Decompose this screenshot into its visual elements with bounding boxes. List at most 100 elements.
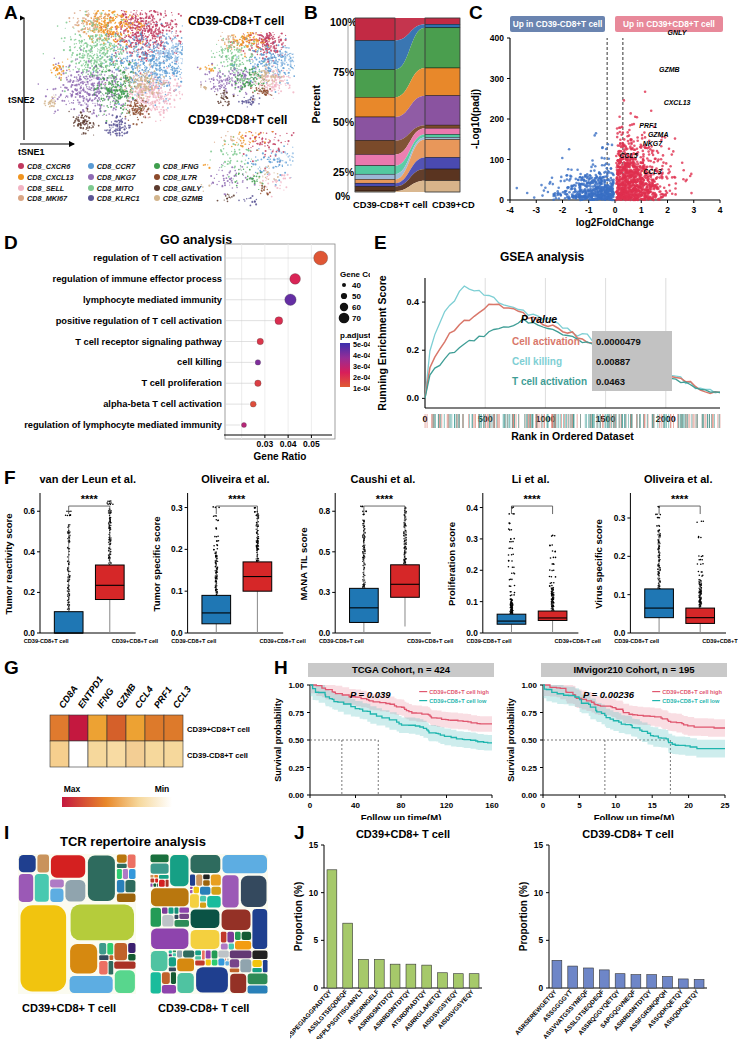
svg-text:CD39-CD8+T cell: CD39-CD8+T cell [187,751,248,760]
svg-text:0.50: 0.50 [521,736,537,745]
svg-text:CD39+CD8+T cell: CD39+CD8+T cell [112,638,159,644]
svg-text:T cell receptor signaling path: T cell receptor signaling pathway [75,337,223,347]
svg-text:-3: -3 [532,205,540,215]
svg-text:0.2: 0.2 [466,565,478,575]
svg-text:Oliveira et al.: Oliveira et al. [644,473,712,485]
svg-text:****: **** [671,493,689,505]
svg-text:regulation of T cell activatio: regulation of T cell activation [93,253,222,263]
svg-text:CD39+CD8+ T cell: CD39+CD8+ T cell [356,828,450,840]
svg-text:0.00: 0.00 [288,791,304,800]
svg-text:10: 10 [534,888,544,898]
svg-text:0.00887: 0.00887 [596,356,630,367]
svg-text:Oliveira et al.: Oliveira et al. [201,473,269,485]
svg-text:3e-04: 3e-04 [353,362,370,371]
svg-text:CD39+CD8+T cell: CD39+CD8+T cell [187,725,250,734]
svg-text:5: 5 [313,935,318,945]
svg-text:NKG7: NKG7 [643,140,664,147]
svg-text:0.4: 0.4 [466,503,478,513]
svg-text:2000: 2000 [656,414,676,424]
svg-text:5e-04: 5e-04 [353,340,370,349]
svg-text:0.50: 0.50 [288,736,304,745]
svg-text:Proliferation score: Proliferation score [446,522,457,606]
svg-text:0: 0 [541,801,546,810]
svg-text:IMvigor210 Cohort, n = 195: IMvigor210 Cohort, n = 195 [573,664,695,675]
svg-text:10: 10 [611,801,620,810]
svg-text:60: 60 [352,303,361,312]
svg-text:PRF1: PRF1 [639,122,657,129]
svg-text:4e-04: 4e-04 [353,351,370,360]
svg-text:CD39-CD8+T cell: CD39-CD8+T cell [24,638,69,644]
svg-text:0.3: 0.3 [614,513,626,523]
svg-text:CD39-CD8+T cell: CD39-CD8+T cell [171,638,216,644]
svg-text:0.5: 0.5 [319,547,331,557]
svg-text:MANA TIL score: MANA TIL score [298,528,309,601]
svg-text:Tumor specific score: Tumor specific score [151,517,162,612]
svg-text:80: 80 [397,801,406,810]
svg-text:0.3: 0.3 [319,587,331,597]
svg-text:0.03: 0.03 [257,439,274,449]
svg-text:0.0: 0.0 [171,628,183,638]
svg-text:Survival probability: Survival probability [506,698,516,782]
svg-text:Survival probability: Survival probability [273,698,283,782]
svg-text:0.3: 0.3 [171,503,183,513]
svg-text:0.1: 0.1 [171,586,183,596]
svg-text:GNLY: GNLY [668,29,688,36]
svg-text:0.25: 0.25 [288,764,304,773]
svg-text:Tumor reactivity score: Tumor reactivity score [3,513,14,614]
svg-text:40: 40 [351,801,360,810]
svg-text:CD39+CD8+T cell: CD39+CD8+T cell [259,638,306,644]
svg-text:****: **** [523,493,541,505]
svg-text:P = 0.00236: P = 0.00236 [583,689,635,700]
svg-text:400: 400 [490,33,504,43]
svg-text:****: **** [376,493,394,505]
svg-text:log2FoldChange: log2FoldChange [576,217,655,228]
svg-text:CD39-CD8+T cell: CD39-CD8+T cell [614,638,659,644]
svg-text:****: **** [81,493,99,505]
svg-text:0.1: 0.1 [614,590,626,600]
svg-text:0.0: 0.0 [406,393,419,403]
svg-text:0.0: 0.0 [23,628,35,638]
svg-text:CD39-CD8+T cell: CD39-CD8+T cell [467,638,512,644]
svg-text:0.04: 0.04 [280,439,297,449]
svg-text:0.05: 0.05 [303,439,320,449]
svg-text:Virus specific score: Virus specific score [593,519,604,609]
svg-text:CCL3: CCL3 [643,168,661,175]
svg-text:CD39-CD8+ T cell: CD39-CD8+ T cell [582,828,673,840]
svg-text:0.00: 0.00 [521,791,537,800]
svg-text:Max: Max [64,784,81,794]
svg-text:0.0: 0.0 [466,628,478,638]
svg-text:2e-04: 2e-04 [353,373,370,382]
svg-text:PRF1: PRF1 [152,685,174,710]
svg-text:5: 5 [577,801,582,810]
svg-text:0: 0 [538,983,543,993]
svg-text:200: 200 [490,114,504,124]
svg-text:CD39+CD8+T cell: CD39+CD8+T cell [407,638,454,644]
svg-text:CD39+CD8+T cell high: CD39+CD8+T cell high [662,689,722,695]
svg-text:25: 25 [721,801,730,810]
svg-text:40: 40 [352,281,361,290]
svg-text:120: 120 [440,801,454,810]
svg-text:500: 500 [478,414,493,424]
svg-text:Follow up time(M): Follow up time(M) [361,812,442,820]
svg-text:0.0: 0.0 [319,628,331,638]
svg-text:TCGA Cohort, n = 424: TCGA Cohort, n = 424 [352,664,451,675]
svg-text:CD39-CD8+T cell: CD39-CD8+T cell [319,638,364,644]
svg-text:10: 10 [309,888,319,898]
svg-text:15: 15 [534,840,544,850]
svg-text:lymphocyte mediated immunity: lymphocyte mediated immunity [83,295,223,305]
svg-text:T cell activation: T cell activation [512,376,587,387]
svg-text:-4: -4 [506,205,514,215]
svg-text:Caushi et al.: Caushi et al. [351,473,416,485]
svg-text:Follow up time(M): Follow up time(M) [594,812,675,820]
svg-text:15: 15 [648,801,657,810]
svg-text:CCL3: CCL3 [171,684,194,710]
svg-text:0.4: 0.4 [23,547,35,557]
svg-text:0.75: 0.75 [521,709,537,718]
svg-text:0: 0 [308,801,313,810]
svg-text:0.2: 0.2 [614,551,626,561]
svg-text:300: 300 [490,74,504,84]
svg-text:0.8: 0.8 [319,506,331,516]
svg-text:positive regulation of T cell: positive regulation of T cell activation [56,316,223,326]
svg-text:CXCL13: CXCL13 [664,99,691,106]
svg-text:0: 0 [613,205,618,215]
